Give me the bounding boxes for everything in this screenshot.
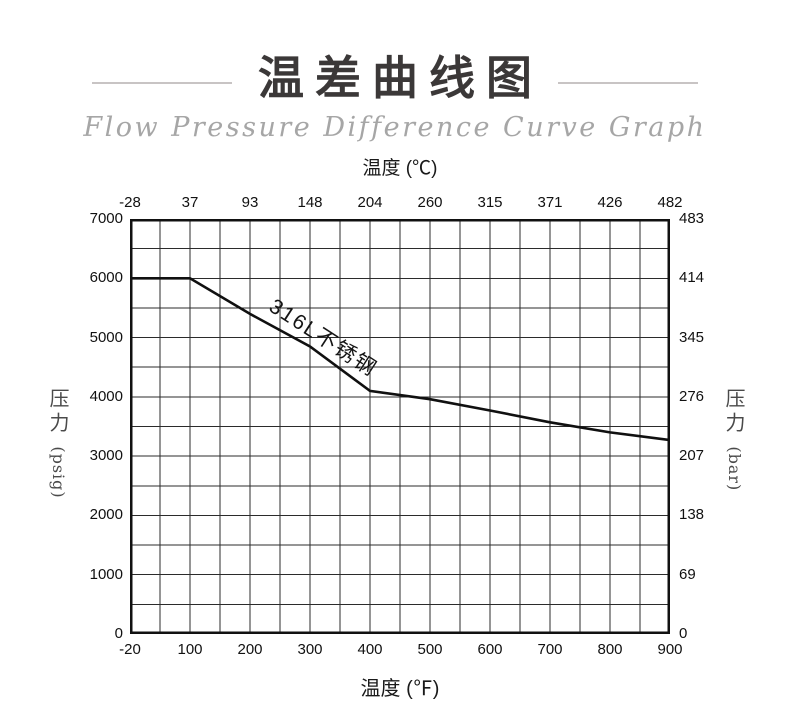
- bottom-axis-tick: 800: [597, 641, 623, 658]
- left-axis-title-cn: 压力: [46, 388, 70, 436]
- left-axis-tick: 1000: [89, 565, 123, 583]
- title-row: 温差曲线图: [0, 50, 790, 106]
- bottom-axis-tick: 600: [477, 641, 503, 658]
- right-axis-tick: 138: [679, 506, 705, 524]
- right-axis-tick: 207: [679, 447, 705, 465]
- title-rule-left: [92, 82, 232, 84]
- right-axis-tick: 0: [679, 625, 688, 642]
- bottom-axis-tick: 500: [417, 641, 443, 658]
- chart-canvas: [130, 219, 670, 634]
- left-axis-tick: 6000: [89, 269, 123, 287]
- title-rule-right: [558, 82, 698, 84]
- series-line-316l: [130, 276, 670, 442]
- bottom-axis-tick: 300: [297, 641, 323, 658]
- top-axis-tick: 315: [477, 194, 503, 211]
- bottom-axis-tick: 900: [657, 641, 683, 658]
- left-axis-tick: 5000: [89, 328, 123, 346]
- left-axis-tick: 2000: [89, 506, 123, 524]
- right-axis-tick: 483: [679, 210, 705, 227]
- left-axis-tick: 0: [114, 625, 123, 642]
- bottom-axis-tick: -20: [119, 641, 141, 658]
- page-title: 温差曲线图: [258, 52, 543, 104]
- bottom-axis-title: 温度 (℉): [360, 678, 440, 700]
- top-axis-tick: -28: [119, 194, 141, 211]
- right-axis-title: 压力 (bar): [722, 388, 746, 491]
- top-axis-tick: 37: [181, 194, 199, 211]
- right-axis-tick: 345: [679, 328, 705, 346]
- top-axis-tick: 371: [537, 194, 563, 211]
- left-axis-title-unit: (psig): [49, 446, 68, 499]
- right-axis-title-cn: 压力: [722, 388, 746, 436]
- left-axis-tick: 3000: [89, 447, 123, 465]
- right-axis-title-unit: (bar): [725, 446, 744, 492]
- bottom-axis-tick: 700: [537, 641, 563, 658]
- bottom-axis-tick: 100: [177, 641, 203, 658]
- top-axis-title: 温度 (℃): [362, 158, 438, 179]
- top-axis-tick: 93: [241, 194, 259, 211]
- top-axis-tick: 204: [357, 194, 383, 211]
- right-axis-tick: 414: [679, 269, 705, 287]
- bottom-axis-tick: 200: [237, 641, 263, 658]
- right-axis-tick: 69: [679, 565, 696, 583]
- left-axis-title: 压力 (psig): [46, 388, 70, 499]
- top-axis-tick: 260: [417, 194, 443, 211]
- top-axis-tick: 148: [297, 194, 323, 211]
- top-axis-tick: 426: [597, 194, 623, 211]
- bottom-axis-tick: 400: [357, 641, 383, 658]
- left-axis-tick: 4000: [89, 387, 123, 405]
- page-subtitle: Flow Pressure Difference Curve Graph: [83, 112, 707, 143]
- right-axis-tick: 276: [679, 387, 705, 405]
- plot-area: [130, 219, 670, 634]
- left-axis-tick: 7000: [89, 210, 123, 227]
- top-axis-tick: 482: [657, 194, 683, 211]
